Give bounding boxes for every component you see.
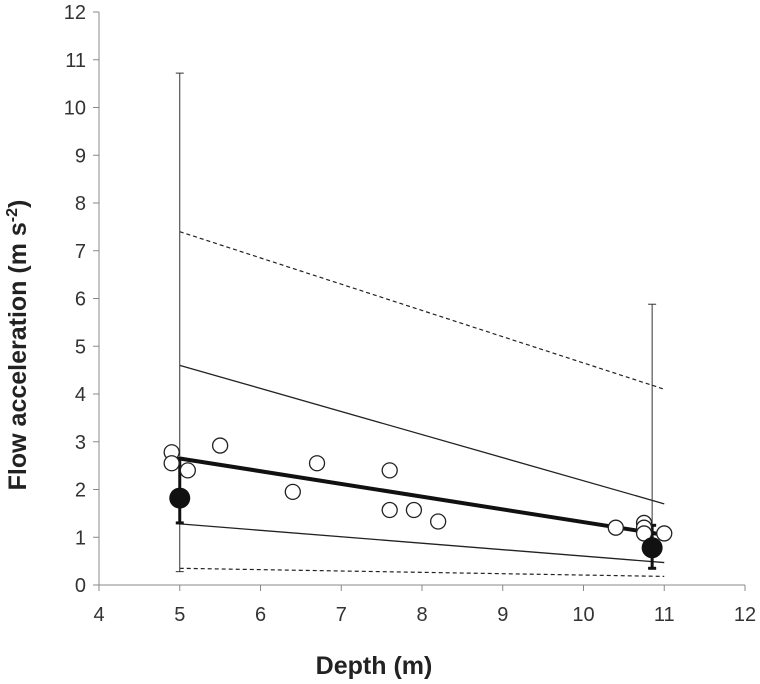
prediction-lines [179,231,665,578]
observation-point [284,483,301,501]
fit-line-group [179,456,665,537]
y-tick-label: 12 [64,2,86,24]
prediction-bound-line [179,567,665,578]
y-tick-label: 2 [75,480,86,502]
y-tick-label: 10 [64,98,86,120]
y-tick-label: 9 [75,145,86,167]
observation-point [381,462,398,479]
prediction-bound-line [179,231,665,390]
observation-point [308,455,326,472]
confidence-bound-line [179,523,665,564]
x-tick-label: 12 [734,604,756,626]
observation-point [656,525,673,542]
confidence-lines [179,364,665,564]
y-tick-label: 4 [75,384,86,406]
observation-points [163,437,673,542]
observation-point [429,513,447,530]
x-tick-label: 10 [572,604,594,626]
observation-point [381,501,398,519]
y-tick-label: 3 [75,432,86,454]
mean-point [641,537,663,559]
x-axis-title: Depth (m) [316,652,433,680]
observation-point [179,462,196,479]
x-tick-label: 7 [336,604,347,626]
observation-point [405,501,423,519]
x-tick-label: 11 [654,604,675,626]
regression-line [179,456,665,537]
mean-points [169,487,663,559]
x-tick-label: 5 [174,604,185,626]
observation-point [607,519,624,536]
y-axis-title-end: ) [4,200,32,208]
y-axis-title-main: Flow acceleration (m s [4,222,32,490]
y-tick-label: 0 [75,575,86,597]
x-tick-label: 9 [497,604,508,626]
observation-point [211,437,229,454]
x-tick-label: 6 [255,604,266,626]
tick-marks [93,11,746,591]
y-tick-label: 6 [75,289,86,311]
y-tick-label: 8 [75,193,86,215]
y-tick-label: 1 [75,527,86,549]
y-axis-title-superscript: -2 [4,208,21,222]
observation-point [635,525,653,542]
confidence-bound-line [179,364,665,505]
x-tick-label: 8 [416,604,427,626]
observation-point [163,455,180,472]
y-axis-title: Flow acceleration (m s-2) [4,200,32,491]
mean-point [169,487,191,509]
x-tick-label: 4 [93,604,104,626]
y-tick-label: 5 [75,336,86,358]
y-tick-label: 11 [65,50,86,72]
y-tick-label: 7 [75,241,86,263]
